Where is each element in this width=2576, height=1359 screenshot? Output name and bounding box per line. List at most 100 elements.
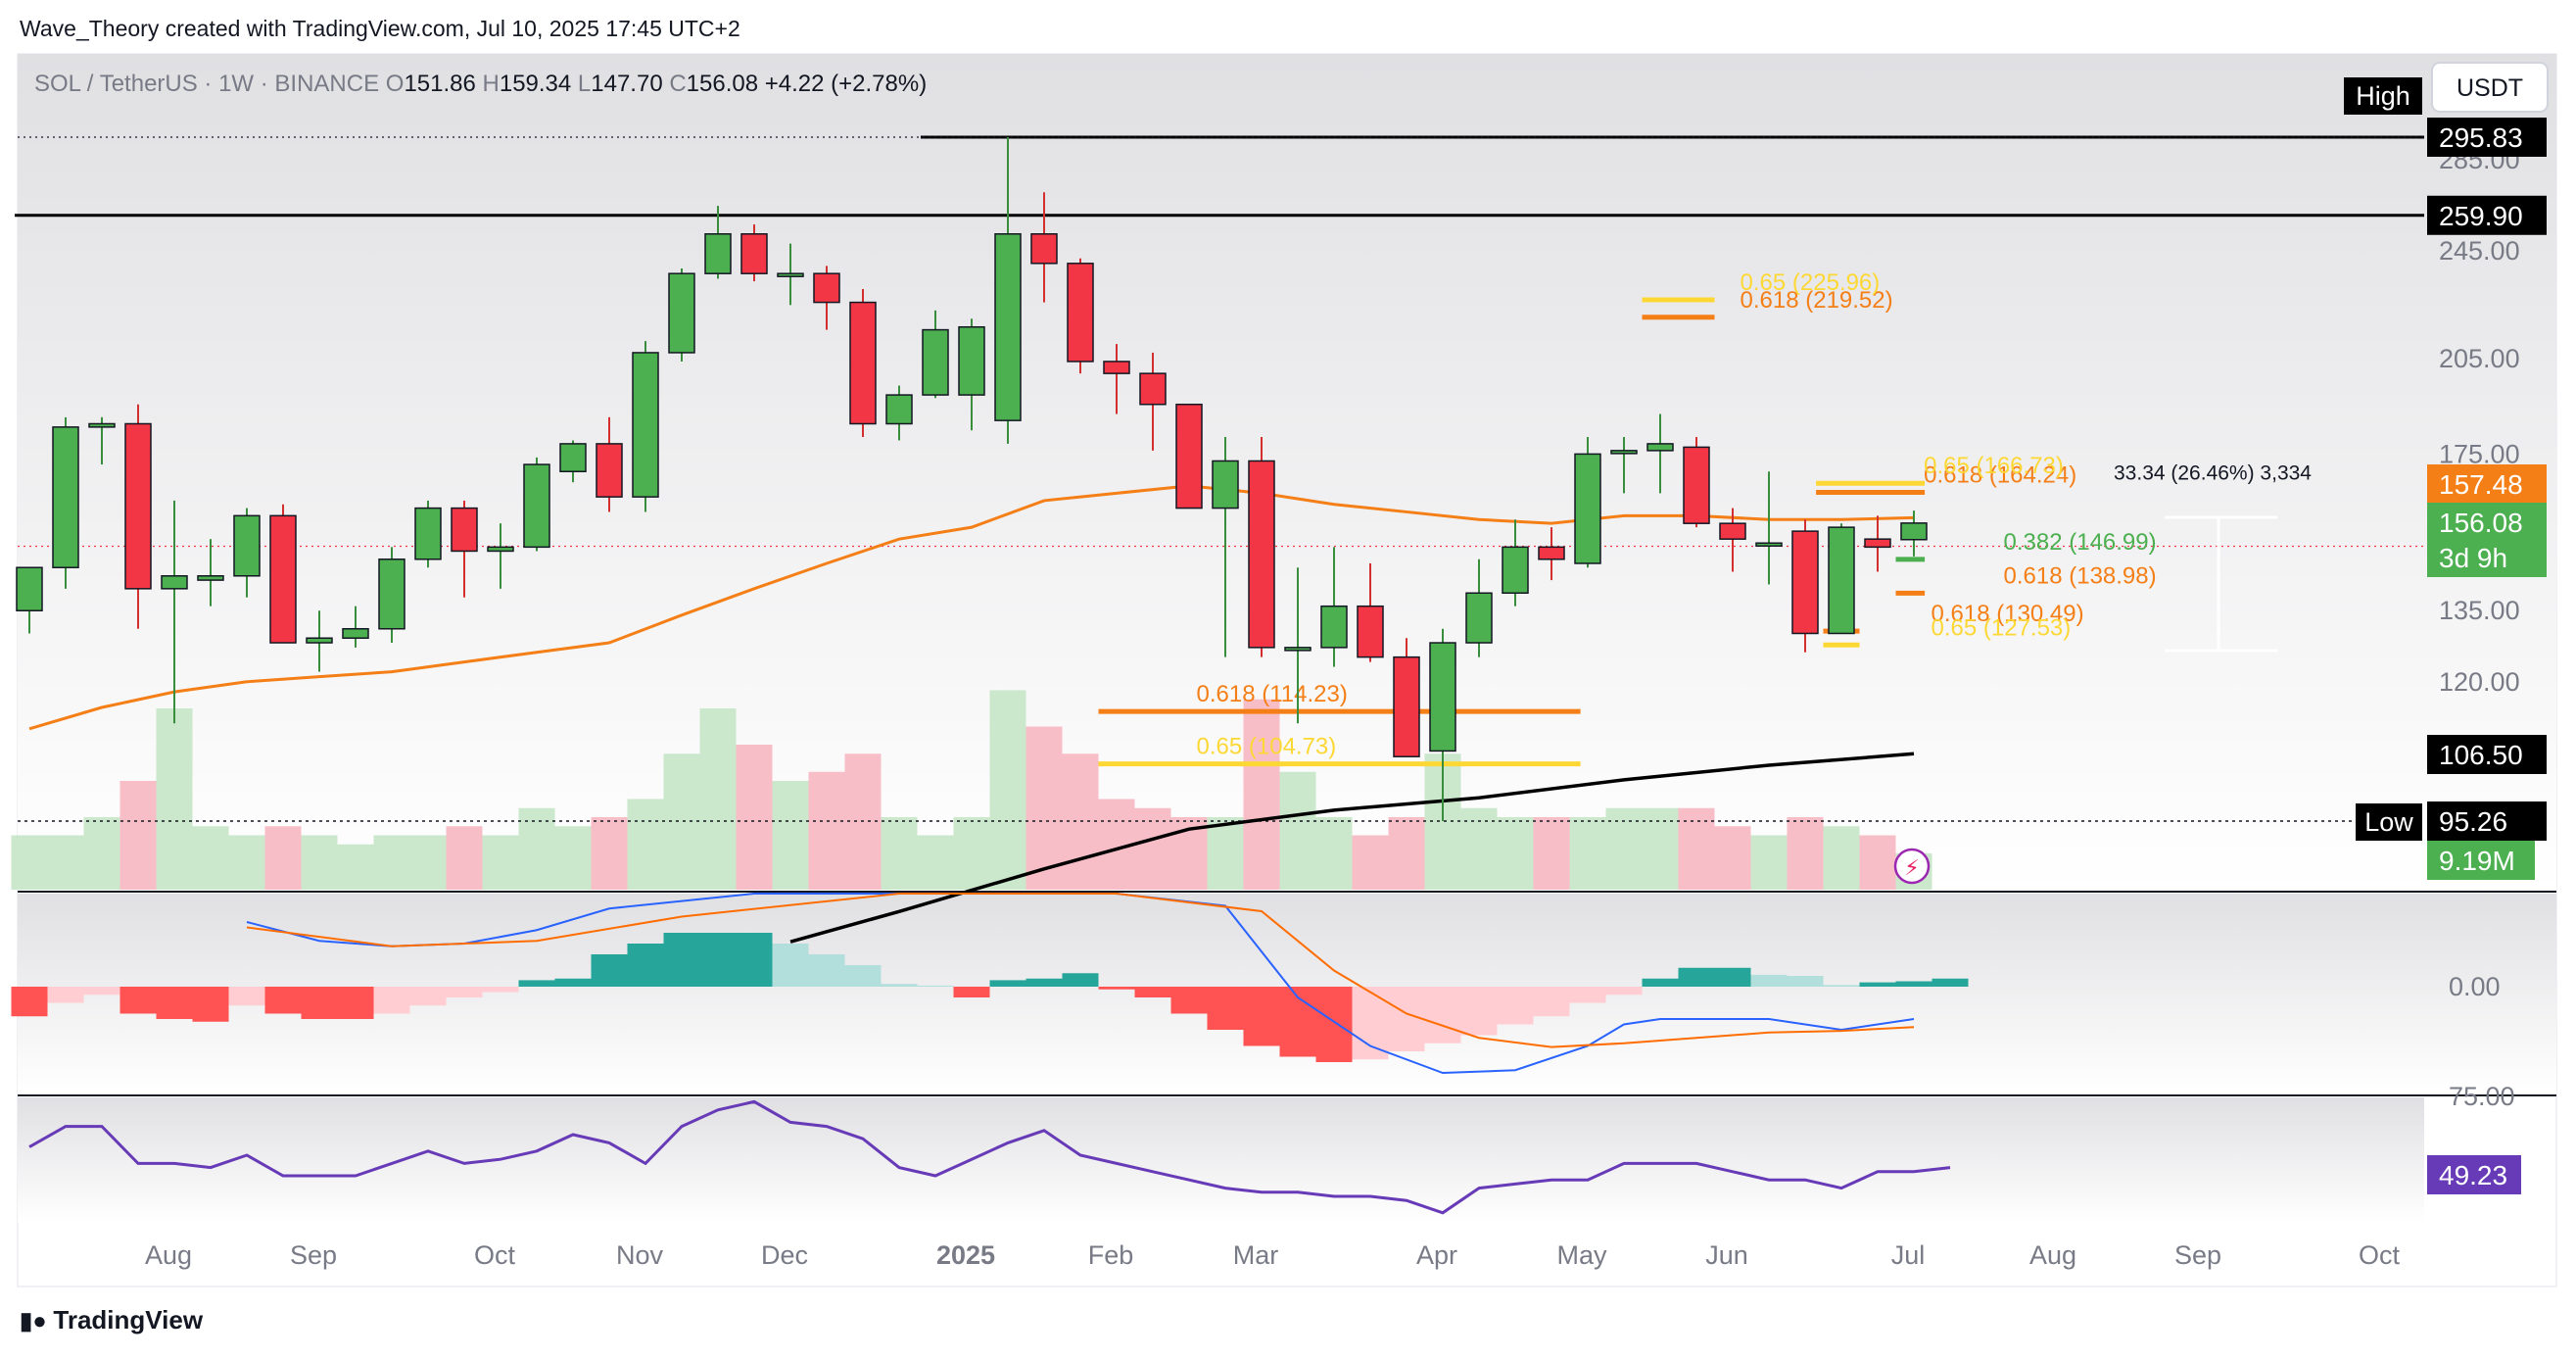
macd-histogram-bar bbox=[1098, 987, 1135, 990]
volume-bar bbox=[699, 708, 737, 890]
candle-body bbox=[52, 426, 79, 568]
volume-bar bbox=[1714, 826, 1751, 890]
macd-histogram-bar bbox=[228, 987, 265, 1006]
candle-body bbox=[487, 546, 514, 553]
candle-body bbox=[1067, 263, 1094, 363]
volume-bar bbox=[11, 835, 48, 890]
measure-label: 33.34 (26.46%) 3,334 bbox=[2114, 461, 2312, 484]
time-axis-label: Nov bbox=[616, 1240, 664, 1270]
macd-histogram-bar bbox=[156, 987, 193, 1019]
macd-histogram-bar bbox=[1170, 987, 1208, 1014]
candle-body bbox=[16, 566, 43, 611]
volume-bar bbox=[989, 690, 1026, 890]
time-axis-label: Oct bbox=[474, 1240, 516, 1270]
time-axis-label: Sep bbox=[2174, 1240, 2221, 1270]
candle-body bbox=[922, 328, 949, 396]
main-pane-background bbox=[18, 54, 2556, 892]
macd-histogram-bar bbox=[301, 987, 338, 1019]
ema-200-line bbox=[789, 752, 1915, 944]
volume-bar bbox=[518, 807, 555, 890]
price-axis-tick: 120.00 bbox=[2439, 667, 2520, 697]
macd-histogram-bar bbox=[627, 944, 664, 987]
macd-histogram-bar bbox=[1424, 987, 1461, 1044]
macd-histogram-bar bbox=[1134, 987, 1171, 997]
macd-signal-line bbox=[246, 893, 1915, 1048]
macd-histogram-bar bbox=[1678, 967, 1715, 987]
symbol-ohlc-part: C bbox=[663, 71, 687, 97]
volume-bar bbox=[1497, 817, 1534, 890]
candle-body bbox=[740, 233, 768, 274]
fib-level-label: 0.65 (225.96) bbox=[1741, 269, 1881, 296]
volume-bar bbox=[482, 835, 519, 890]
volume-bar bbox=[1787, 817, 1824, 890]
level-price-tag: 259.90 bbox=[2439, 201, 2523, 231]
candle-body bbox=[885, 394, 913, 425]
macd-histogram-bar bbox=[1823, 985, 1860, 987]
macd-histogram-bar bbox=[1714, 967, 1751, 987]
macd-line bbox=[246, 893, 1915, 1075]
candle-body bbox=[1175, 403, 1203, 510]
macd-histogram-bar bbox=[1859, 982, 1896, 987]
candle-body bbox=[958, 325, 985, 396]
bar-countdown-tag: 3d 9h bbox=[2439, 543, 2507, 573]
candle-body bbox=[124, 422, 152, 590]
time-axis-label: Dec bbox=[761, 1240, 808, 1270]
time-axis-label: Feb bbox=[1088, 1240, 1134, 1270]
time-axis-label: Mar bbox=[1233, 1240, 1279, 1270]
high-label: High bbox=[2356, 81, 2410, 111]
low-label-bg bbox=[2356, 803, 2422, 841]
fib-level-label: 0.65 (127.53) bbox=[1932, 614, 2072, 641]
candle-body bbox=[1538, 546, 1565, 560]
candle-body bbox=[451, 507, 478, 553]
low-label: Low bbox=[2364, 807, 2413, 837]
macd-histogram-bar bbox=[83, 987, 120, 995]
high-price-tag: 295.83 bbox=[2439, 122, 2523, 153]
volume-bar bbox=[1642, 807, 1679, 890]
symbol-ohlc-part: L bbox=[571, 71, 591, 97]
candle-body bbox=[1465, 592, 1493, 644]
volume-bar bbox=[736, 745, 773, 890]
candle-body bbox=[1502, 546, 1529, 594]
volume-bar bbox=[1569, 817, 1606, 890]
volume-bar bbox=[1678, 807, 1715, 890]
volume-bar bbox=[1134, 807, 1171, 890]
candle-body bbox=[269, 514, 297, 644]
volume-bar bbox=[409, 835, 447, 890]
volume-bar bbox=[373, 835, 410, 890]
candle-body bbox=[523, 463, 550, 549]
volume-bar bbox=[554, 826, 592, 890]
volume-bar bbox=[917, 835, 954, 890]
candle-body bbox=[1755, 542, 1783, 547]
volume-bar bbox=[1823, 826, 1860, 890]
volume-bar bbox=[1243, 699, 1280, 890]
volume-bar bbox=[446, 826, 483, 890]
candle-body bbox=[342, 628, 369, 639]
candle-body bbox=[559, 443, 587, 472]
candle-body bbox=[632, 352, 659, 498]
low-price-tag-bg bbox=[2427, 801, 2547, 841]
time-axis-label: May bbox=[1556, 1240, 1607, 1270]
candle-body bbox=[233, 514, 261, 577]
candle-body bbox=[813, 272, 840, 304]
high-label-bg bbox=[2344, 77, 2422, 115]
symbol-ohlc-part: 147.70 bbox=[591, 71, 662, 97]
macd-histogram-bar bbox=[1750, 974, 1788, 987]
candle-body bbox=[1683, 446, 1710, 524]
macd-histogram-bar bbox=[881, 984, 918, 987]
rsi-line bbox=[28, 1099, 1951, 1215]
fib-level-label: 0.618 (114.23) bbox=[1197, 681, 1348, 707]
time-axis-label: Jun bbox=[1705, 1240, 1748, 1270]
macd-histogram-bar bbox=[446, 987, 483, 997]
time-axis-label: Jul bbox=[1891, 1240, 1926, 1270]
fib-level-label: 0.65 (166.73) bbox=[1924, 453, 2064, 479]
macd-histogram-bar bbox=[1388, 987, 1425, 1051]
macd-histogram-bar bbox=[1895, 981, 1932, 987]
volume-bar bbox=[1750, 835, 1788, 890]
tradingview-logo-icon: ▮● bbox=[20, 1308, 54, 1335]
volume-bar bbox=[192, 826, 229, 890]
symbol-ohlc-part: 151.86 bbox=[404, 71, 475, 97]
candle-body bbox=[1429, 642, 1456, 752]
bar-countdown-tag-bg bbox=[2427, 538, 2547, 577]
volume-bar bbox=[1605, 807, 1643, 890]
